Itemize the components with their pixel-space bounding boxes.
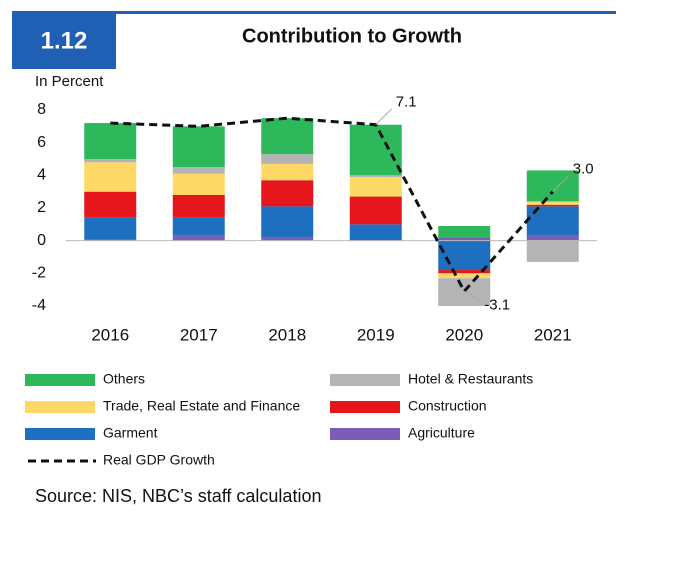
bar-segment	[261, 154, 314, 164]
bar-segment	[438, 237, 491, 241]
bar-segment	[349, 175, 402, 177]
bar-segment	[438, 273, 491, 279]
bar-segment	[84, 239, 137, 241]
y-tick-label: 8	[37, 101, 46, 118]
data-label: -3.1	[484, 296, 510, 313]
bar-segment	[84, 123, 137, 159]
bar-segment	[438, 278, 491, 306]
legend-label: Real GDP Growth	[103, 452, 215, 468]
label-leader	[463, 290, 481, 302]
bar-segment	[438, 270, 491, 274]
bar-segment	[172, 167, 225, 174]
bar-segment	[84, 162, 137, 192]
bar-segment	[526, 170, 579, 202]
bar-segment	[84, 159, 137, 163]
bar-segment	[526, 204, 579, 207]
y-tick-label: -2	[32, 265, 46, 282]
x-tick-label: 2016	[91, 325, 129, 344]
data-label: 3.0	[573, 161, 594, 178]
legend-swatch	[25, 428, 95, 440]
legend-swatch	[330, 374, 400, 386]
bar-segment	[172, 194, 225, 218]
x-tick-label: 2020	[445, 325, 483, 344]
bar-segment	[172, 126, 225, 168]
source: Source: NIS, NBC’s staff calculation	[35, 486, 321, 506]
bar-segment	[438, 225, 491, 238]
y-axis-label: In Percent	[35, 73, 104, 90]
bar-segment	[349, 224, 402, 241]
gdp-line	[110, 116, 554, 294]
y-tick-label: 0	[37, 232, 46, 249]
legend-swatch	[330, 428, 400, 440]
bar-segment	[172, 217, 225, 236]
legend-label: Agriculture	[408, 425, 475, 441]
legend-label: Garment	[103, 425, 158, 441]
x-tick-label: 2021	[534, 325, 572, 344]
x-tick-label: 2019	[357, 325, 395, 344]
legend-label: Trade, Real Estate and Finance	[103, 398, 300, 414]
x-tick-label: 2017	[180, 325, 218, 344]
header-rule	[12, 11, 616, 14]
bar-segment	[526, 235, 579, 241]
y-tick-label: 6	[37, 134, 46, 151]
bar-segment	[349, 124, 402, 176]
bar-segment	[526, 201, 579, 205]
legend-label: Construction	[408, 398, 487, 414]
legend-swatch	[330, 401, 400, 413]
bar-segment	[526, 240, 579, 262]
label-leader	[375, 108, 393, 126]
bar-segment	[261, 206, 314, 238]
legend-swatch	[25, 401, 95, 413]
label-leader	[552, 175, 570, 193]
bar-segment	[261, 237, 314, 241]
legend-label: Hotel & Restaurants	[408, 371, 533, 387]
y-tick-label: 2	[37, 199, 46, 216]
bar-segment	[349, 196, 402, 225]
legend-swatch	[25, 374, 95, 386]
y-tick-label: -4	[32, 297, 46, 314]
y-tick-label: 4	[37, 167, 46, 184]
bar-segment	[84, 217, 137, 240]
x-tick-label: 2018	[268, 325, 306, 344]
bar-segment	[349, 176, 402, 197]
figure-number: 1.12	[41, 27, 88, 54]
bar-segment	[172, 173, 225, 195]
data-label: 7.1	[396, 94, 417, 111]
bar-segment	[261, 118, 314, 155]
bar-segment	[172, 235, 225, 241]
legend-label: Others	[103, 371, 145, 387]
figure-number-box	[12, 13, 116, 69]
bar-segment	[261, 180, 314, 207]
bar-segment	[261, 163, 314, 181]
chart-title: Contribution to Growth	[242, 25, 462, 47]
bar-segment	[438, 240, 491, 271]
bar-segment	[84, 191, 137, 218]
